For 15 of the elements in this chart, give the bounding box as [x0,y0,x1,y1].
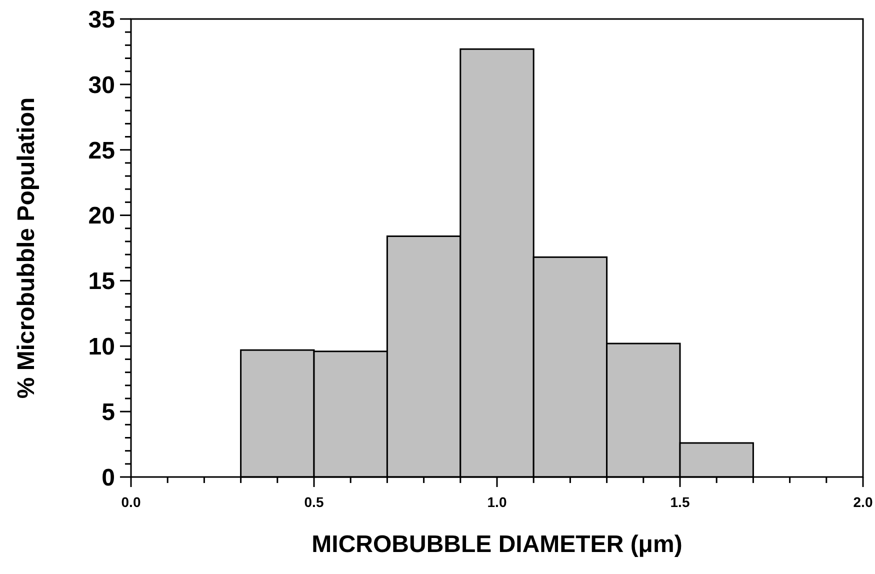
x-tick-label: 0.5 [304,494,324,510]
y-axis-title: % Microbubble Population [13,97,40,399]
y-tick-label: 5 [102,398,115,426]
y-tick-label: 15 [88,268,115,296]
y-tick-label: 10 [88,334,115,361]
x-axis-title: MICROBUBBLE DIAMETER (μm) [312,531,682,558]
y-tick-label: 25 [88,137,115,164]
x-tick-label: 1.5 [670,494,690,510]
y-tick-label: 35 [88,6,115,34]
y-tick-label: 0 [102,464,115,492]
x-tick-label: 0.0 [121,494,141,510]
x-tick-label: 2.0 [853,494,873,510]
y-tick-label: 20 [88,202,115,230]
x-tick-label: 1.0 [487,494,507,510]
y-tick-label: 30 [88,72,115,99]
